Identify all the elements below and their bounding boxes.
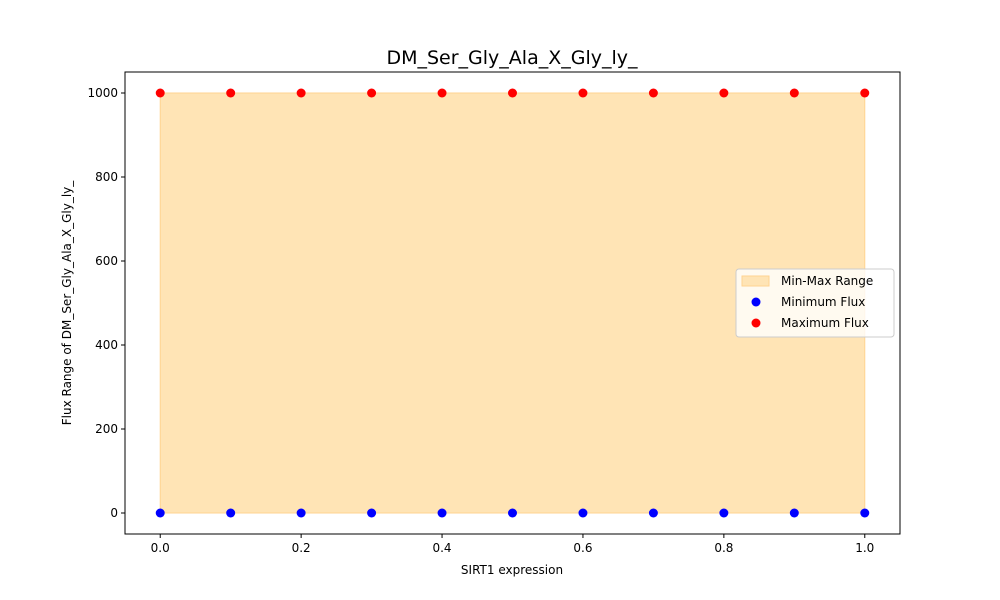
legend-label: Maximum Flux — [781, 316, 869, 330]
y-tick-label: 200 — [95, 422, 118, 436]
y-axis-label: Flux Range of DM_Ser_Gly_Ala_X_Gly_ly_ — [60, 180, 74, 426]
max-flux-point — [719, 88, 729, 98]
legend-label: Minimum Flux — [781, 295, 865, 309]
plot-frame — [124, 71, 901, 535]
max-flux-point — [367, 88, 377, 98]
min-flux-point — [719, 508, 729, 518]
max-flux-point — [860, 88, 870, 98]
legend-marker-0 — [751, 297, 761, 307]
max-flux-point — [508, 88, 517, 98]
y-tick-label: 0 — [110, 506, 118, 520]
max-flux-point — [155, 88, 165, 98]
legend: Min-Max Range Minimum Flux Maximum Flux — [735, 268, 895, 338]
min-flux-point — [296, 508, 306, 518]
min-flux-point — [155, 508, 165, 518]
min-flux-point — [367, 508, 377, 518]
max-flux-point — [437, 88, 447, 98]
max-flux-point — [226, 88, 236, 98]
series-0 — [155, 508, 870, 518]
y-tick-label: 800 — [95, 170, 118, 184]
min-flux-point — [578, 508, 588, 518]
x-tick-label: 0.2 — [292, 541, 311, 555]
y-axis: 0 200 400 600 800 1000 — [87, 86, 125, 520]
x-tick-label: 0.8 — [714, 541, 733, 555]
min-flux-point — [860, 508, 870, 518]
x-axis: 0.0 0.2 0.4 0.6 0.8 1.0 — [151, 534, 874, 555]
max-flux-point — [789, 88, 799, 98]
min-flux-point — [226, 508, 236, 518]
min-flux-point — [437, 508, 447, 518]
y-tick-label: 1000 — [87, 86, 118, 100]
min-flux-point — [508, 508, 517, 518]
legend-label: Min-Max Range — [781, 274, 873, 288]
x-tick-label: 0.4 — [432, 541, 451, 555]
plot-area — [155, 88, 870, 518]
legend-box — [735, 268, 895, 338]
y-tick-label: 600 — [95, 254, 118, 268]
legend-marker-1 — [751, 318, 761, 328]
max-flux-point — [648, 88, 658, 98]
x-tick-label: 1.0 — [855, 541, 874, 555]
x-tick-label: 0.0 — [151, 541, 170, 555]
chart-title: DM_Ser_Gly_Ala_X_Gly_ly_ — [386, 47, 638, 69]
series-1 — [155, 88, 870, 98]
legend-swatch-range — [741, 275, 770, 287]
min-flux-point — [648, 508, 658, 518]
x-axis-label: SIRT1 expression — [461, 563, 563, 577]
max-flux-point — [296, 88, 306, 98]
y-tick-label: 400 — [95, 338, 118, 352]
min-flux-point — [789, 508, 799, 518]
max-flux-point — [578, 88, 588, 98]
x-tick-label: 0.6 — [573, 541, 592, 555]
